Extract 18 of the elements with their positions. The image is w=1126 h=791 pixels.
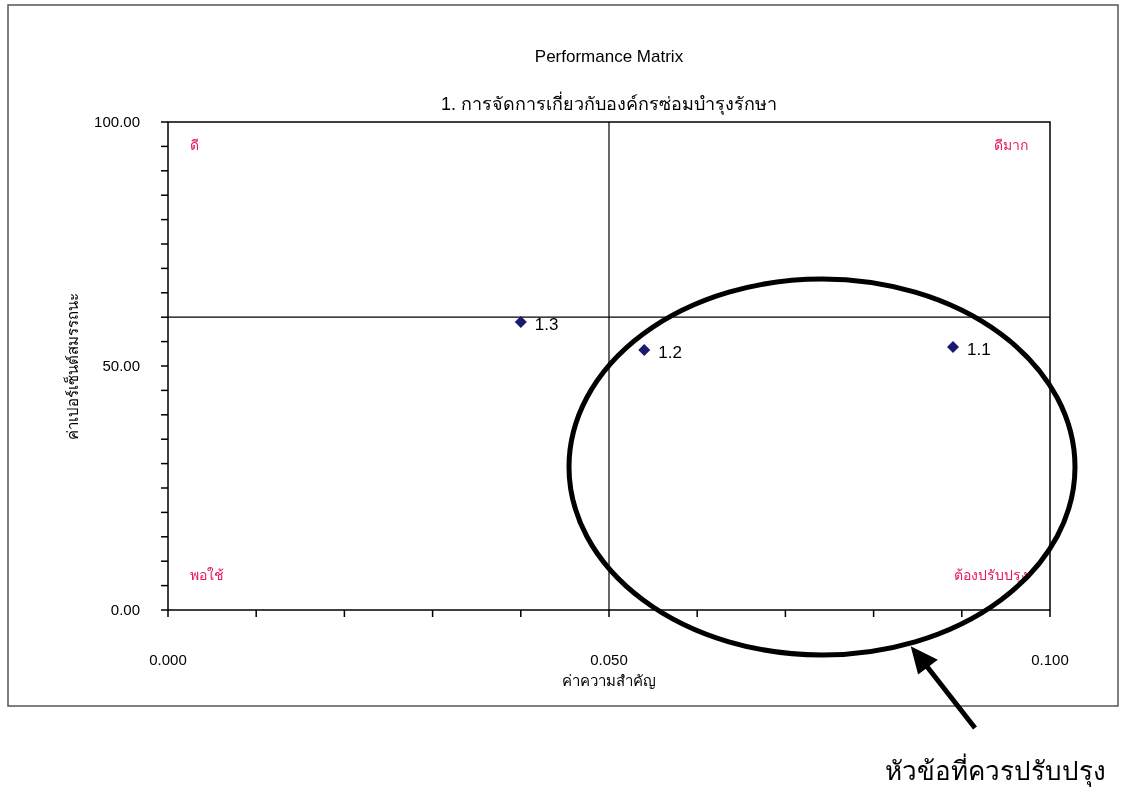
annotation: พอใช้ [190,567,224,583]
x-tick-label: 0.000 [149,651,187,668]
x-axis-title: ค่าความสำคัญ [562,672,656,689]
x-tick-label: 0.100 [1031,651,1069,668]
annotation: ดี [190,137,199,153]
y-tick-label: 50.00 [102,357,140,374]
x-tick-label: 0.050 [590,651,628,668]
annotation: ดีมาก [994,137,1028,153]
text: หัวข้อที่ควรปรับปรุง [884,753,1106,787]
y-tick-label: 100.00 [94,113,140,130]
chart-subtitle: 1. การจัดการเกี่ยวกับองค์กรซ่อมบำรุงรักษา [440,91,778,115]
y-axis-title: ค่าเปอร์เซ็นต์สมรรถนะ [63,292,81,440]
annotation: 1.2 [658,342,682,362]
annotation: 1.1 [966,339,991,359]
annotation: 1.3 [534,315,559,335]
chart-title: Performance Matrix [534,47,684,66]
y-tick-label: 0.00 [110,601,140,618]
annotation: ต้องปรับปรุง [954,567,1028,584]
